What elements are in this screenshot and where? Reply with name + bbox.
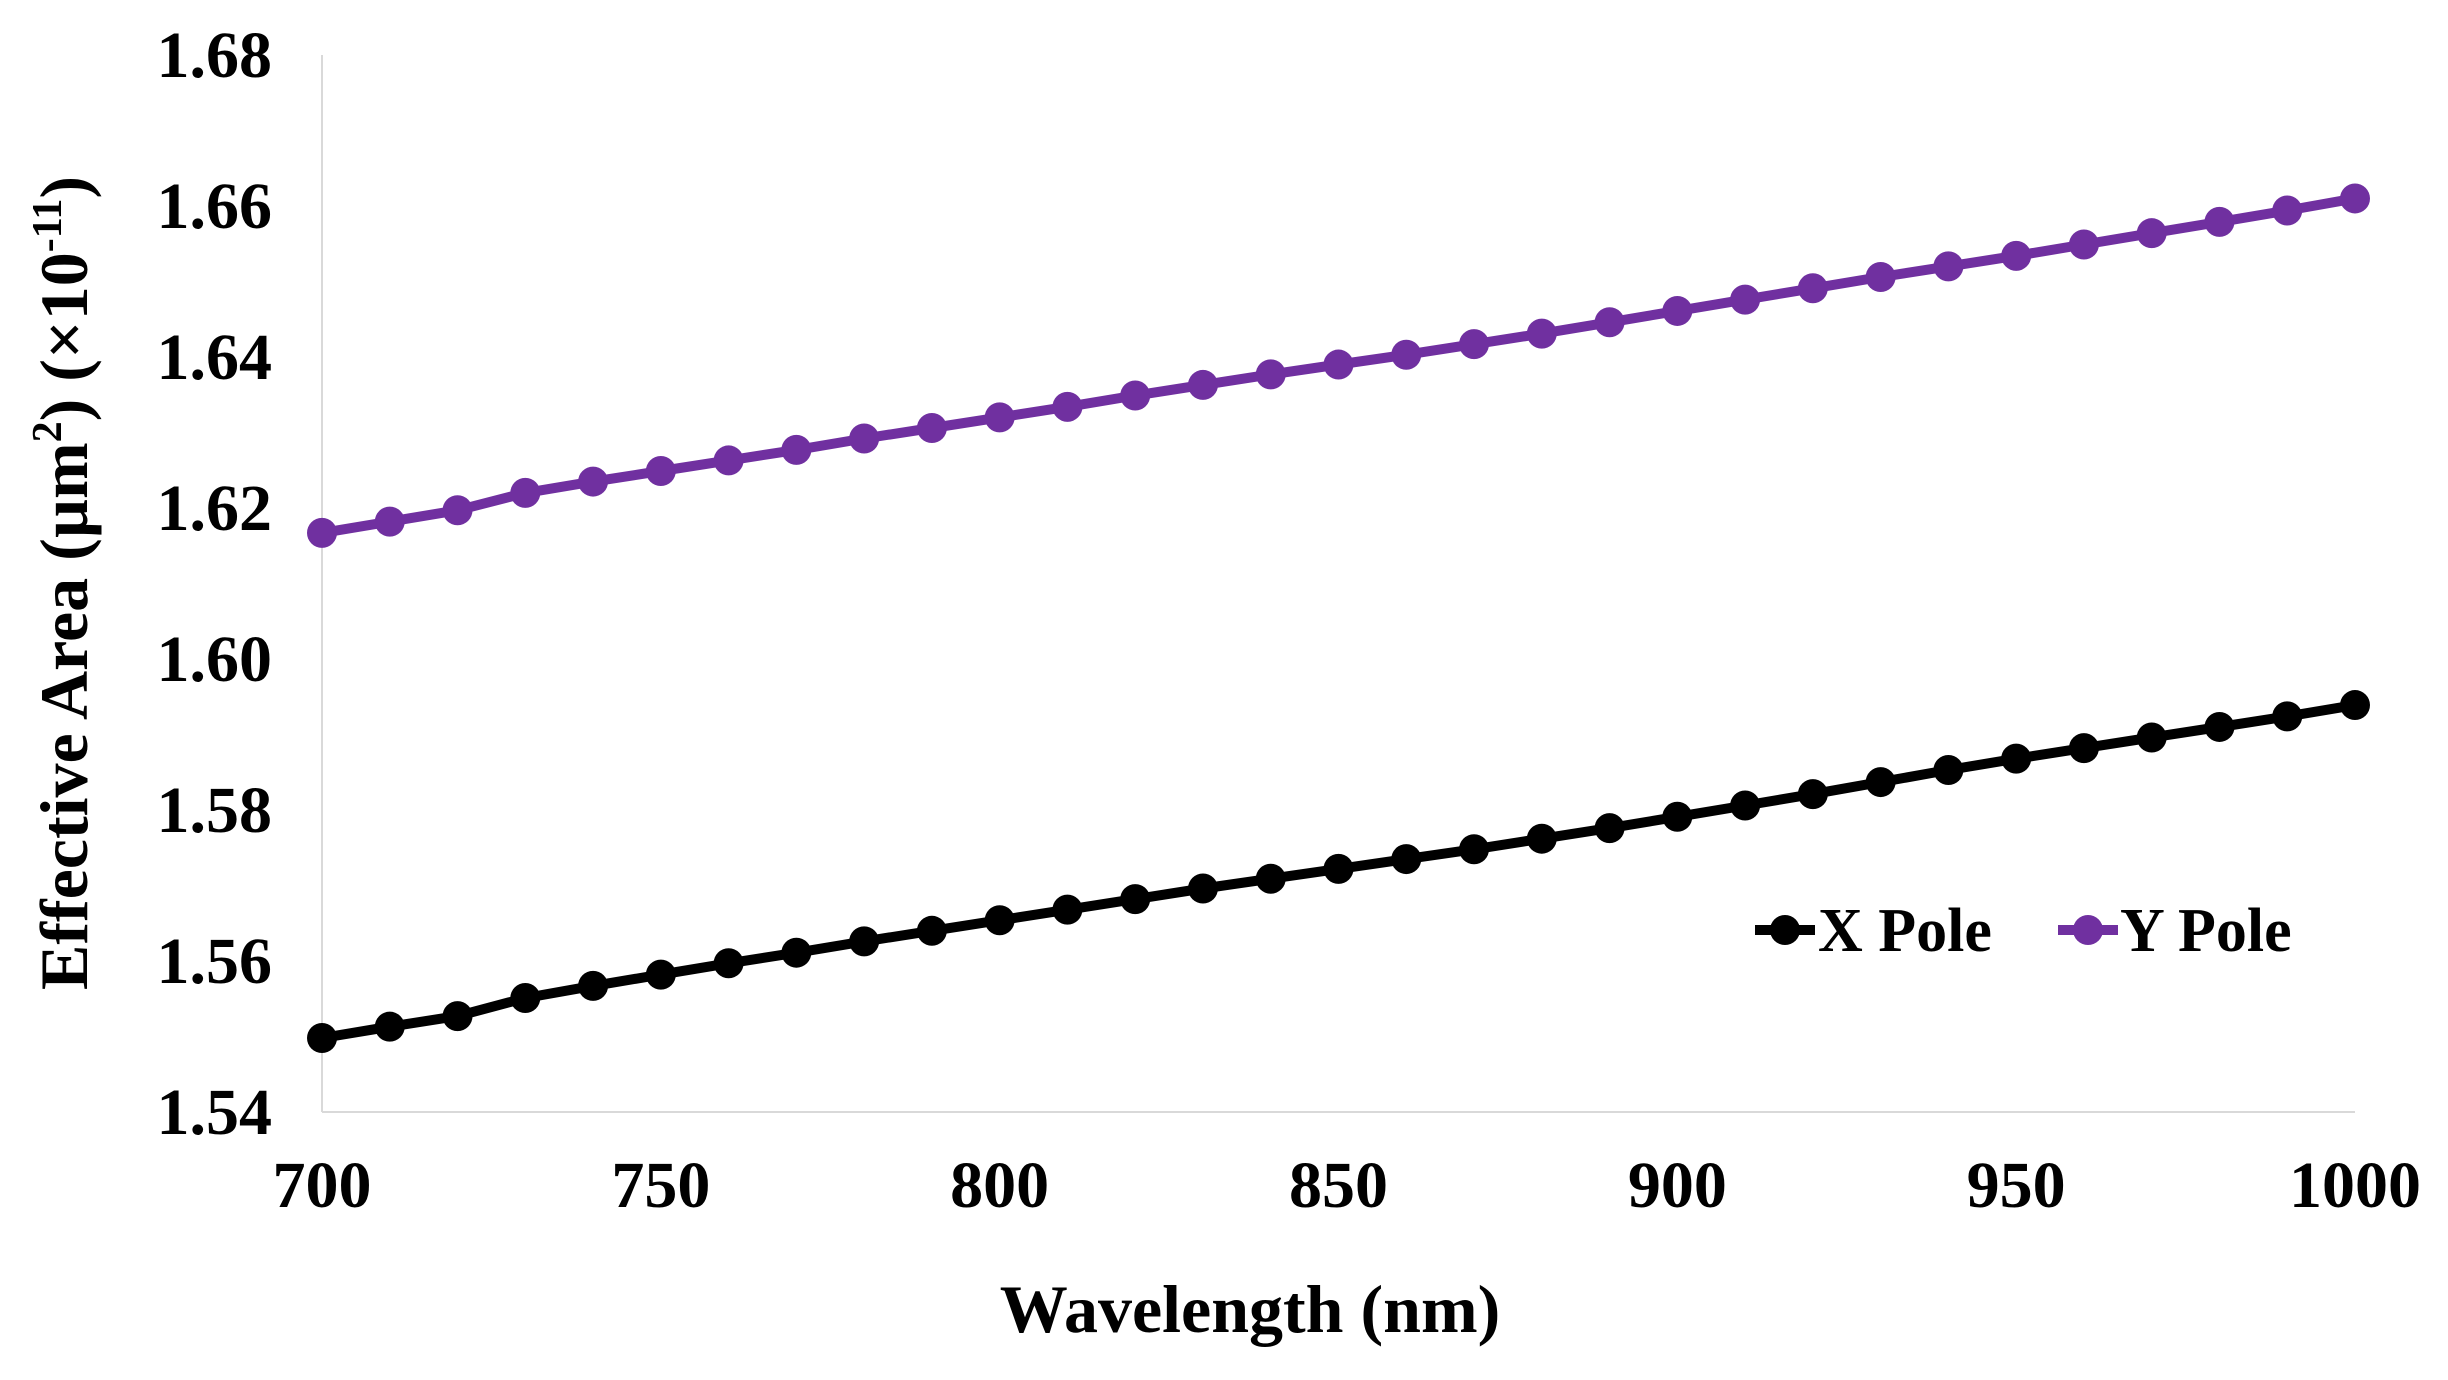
data-point-y-pole [1255, 359, 1286, 390]
y-tick-label: 1.58 [157, 774, 273, 847]
y-tick-label: 1.54 [157, 1076, 273, 1149]
data-point-x-pole [578, 970, 609, 1001]
x-tick-label: 950 [1967, 1149, 2066, 1222]
data-point-x-pole [916, 915, 947, 946]
y-tick-label: 1.68 [157, 19, 273, 92]
data-point-x-pole [1120, 884, 1151, 915]
data-point-y-pole [1797, 273, 1828, 304]
x-axis-title: Wavelength (nm) [1000, 1271, 1501, 1347]
x-tick-label: 900 [1628, 1149, 1727, 1222]
x-tick-label: 850 [1289, 1149, 1388, 1222]
data-point-x-pole [1933, 754, 1964, 785]
data-point-y-pole [1730, 284, 1761, 315]
data-point-x-pole [1255, 863, 1286, 894]
data-point-y-pole [2204, 206, 2235, 237]
y-tick-label: 1.62 [157, 472, 273, 545]
legend-x-pole-label: X Pole [1818, 897, 1992, 965]
data-point-y-pole [2340, 183, 2370, 214]
data-point-y-pole [849, 423, 880, 454]
data-point-y-pole [2001, 240, 2032, 271]
y-axis-title-end: ) [26, 176, 102, 199]
y-axis-title-sq: 2 [25, 421, 71, 442]
x-tick-labels: 700 750 800 850 900 950 1000 [273, 1149, 2422, 1222]
data-point-x-pole [2272, 701, 2303, 732]
data-point-y-pole [442, 495, 473, 526]
data-point-x-pole [1594, 813, 1625, 844]
data-point-x-pole [984, 905, 1015, 936]
data-point-y-pole [984, 402, 1015, 433]
data-point-x-pole [1187, 873, 1218, 904]
data-point-x-pole [2204, 711, 2235, 742]
data-point-x-pole [2068, 733, 2099, 764]
legend-x-pole-marker [1770, 915, 1800, 945]
data-point-x-pole [307, 1023, 337, 1054]
data-point-x-pole [2136, 722, 2167, 753]
data-point-y-pole [781, 434, 812, 465]
data-point-x-pole [1865, 767, 1896, 798]
data-point-y-pole [1594, 307, 1625, 338]
y-tick-label: 1.66 [157, 170, 273, 243]
y-tick-label: 1.56 [157, 925, 273, 998]
data-point-y-pole [1662, 295, 1693, 326]
y-axis-title: Effective Area (µm2) (×10-11) [25, 176, 102, 990]
legend-y-pole-marker [2073, 915, 2103, 945]
legend: X Pole Y Pole [1755, 897, 2292, 965]
data-point-x-pole [1391, 844, 1422, 875]
data-point-x-pole [1323, 853, 1354, 884]
y-axis-title-mid: ) (×10 [26, 252, 102, 421]
data-point-x-pole [510, 982, 541, 1013]
legend-item-x-pole: X Pole [1755, 897, 1992, 965]
data-point-x-pole [781, 937, 812, 968]
data-point-y-pole [2068, 229, 2099, 260]
data-point-y-pole [578, 466, 609, 497]
data-point-x-pole [645, 959, 676, 990]
data-point-y-pole [2272, 195, 2303, 226]
data-point-y-pole [1526, 318, 1557, 349]
data-point-x-pole [1662, 801, 1693, 832]
data-point-y-pole [1459, 329, 1490, 360]
data-point-y-pole [1865, 261, 1896, 292]
data-point-x-pole [1459, 834, 1490, 865]
data-point-y-pole [510, 477, 541, 508]
y-tick-label: 1.64 [157, 321, 273, 394]
data-point-y-pole [916, 412, 947, 443]
data-point-y-pole [1933, 251, 1964, 282]
legend-y-pole-label: Y Pole [2120, 897, 2292, 965]
x-tick-label: 700 [273, 1149, 372, 1222]
data-point-x-pole [713, 948, 744, 979]
data-point-y-pole [1391, 339, 1422, 370]
data-point-x-pole [442, 1001, 473, 1032]
legend-item-y-pole: Y Pole [2058, 897, 2292, 965]
data-point-y-pole [1052, 391, 1083, 422]
data-point-y-pole [2136, 218, 2167, 249]
data-point-y-pole [1187, 369, 1218, 400]
x-tick-label: 800 [950, 1149, 1049, 1222]
data-point-x-pole [1526, 823, 1557, 854]
data-point-x-pole [374, 1011, 405, 1042]
data-point-x-pole [1052, 894, 1083, 925]
data-point-y-pole [1323, 349, 1354, 380]
data-point-y-pole [307, 517, 337, 548]
y-tick-label: 1.60 [157, 623, 273, 696]
data-point-y-pole [374, 506, 405, 537]
data-point-x-pole [849, 926, 880, 957]
data-point-x-pole [2340, 690, 2370, 721]
x-tick-label: 750 [611, 1149, 710, 1222]
y-tick-labels: 1.54 1.56 1.58 1.60 1.62 1.64 1.66 1.68 [157, 19, 273, 1149]
data-point-y-pole [1120, 380, 1151, 411]
y-axis-title-main: Effective Area (µm [26, 442, 102, 990]
data-point-y-pole [645, 456, 676, 487]
data-point-x-pole [1797, 779, 1828, 810]
y-axis-title-exp: -11 [25, 199, 71, 253]
data-point-x-pole [1730, 790, 1761, 821]
x-tick-label: 1000 [2289, 1149, 2421, 1222]
data-point-y-pole [713, 445, 744, 476]
data-point-x-pole [2001, 743, 2032, 774]
series-layer [307, 183, 2370, 1054]
